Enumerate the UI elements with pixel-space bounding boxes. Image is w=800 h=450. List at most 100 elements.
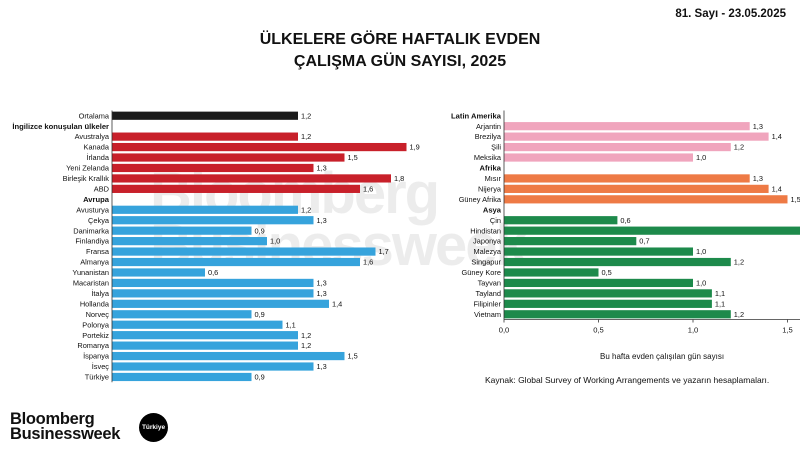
- data-label: 1,7: [379, 247, 389, 256]
- category-label: Singapur: [471, 258, 501, 267]
- bar: [112, 226, 252, 235]
- data-label: 1,0: [270, 237, 280, 246]
- bar: [112, 174, 391, 183]
- category-label: Güney Afrika: [459, 195, 502, 204]
- data-label: 1,6: [363, 184, 373, 193]
- x-axis-label: Bu hafta evden çalışılan gün sayısı: [600, 352, 725, 361]
- data-label: 1,3: [753, 122, 763, 131]
- data-label: 0,6: [620, 216, 630, 225]
- bar: [112, 111, 298, 120]
- category-label: Türkiye: [85, 373, 109, 382]
- bar: [112, 132, 298, 141]
- bar: [504, 122, 750, 131]
- bar: [504, 195, 788, 204]
- data-label: 1,8: [394, 174, 404, 183]
- category-label: Yunanistan: [72, 268, 109, 277]
- bar: [504, 237, 637, 246]
- group-header: İngilizce konuşulan ülkeler: [12, 122, 109, 131]
- x-tick-label: 1,5: [782, 326, 793, 335]
- source-note: Kaynak: Global Survey of Working Arrange…: [485, 375, 770, 385]
- category-label: Danimarka: [73, 226, 110, 235]
- data-label: 1,1: [715, 299, 725, 308]
- data-label: 1,5: [791, 195, 800, 204]
- data-label: 1,6: [363, 258, 373, 267]
- data-label: 1,3: [317, 279, 327, 288]
- bar: [112, 372, 252, 382]
- bar: [112, 299, 329, 308]
- category-label: Polonya: [82, 320, 110, 329]
- data-label: 1,2: [301, 331, 311, 340]
- data-label: 1,1: [286, 320, 296, 329]
- data-label: 1,2: [734, 310, 744, 319]
- bar: [112, 310, 252, 319]
- data-label: 1,4: [332, 299, 342, 308]
- logo-line2: Businessweek: [10, 425, 121, 443]
- bar: [112, 268, 205, 277]
- group-header: Avrupa: [83, 195, 110, 204]
- data-label: 0,5: [602, 268, 612, 277]
- bar: [504, 278, 693, 288]
- category-label: Macaristan: [73, 279, 109, 288]
- bar: [504, 310, 731, 319]
- category-label: Norveç: [86, 310, 110, 319]
- category-label: Portekiz: [82, 331, 109, 340]
- category-label: İrlanda: [86, 153, 109, 162]
- category-label: Meksika: [474, 153, 502, 162]
- data-label: 0,9: [255, 310, 265, 319]
- bar: [112, 341, 298, 350]
- category-label: Güney Kore: [462, 268, 501, 277]
- bar: [504, 257, 731, 267]
- data-label: 1,2: [301, 132, 311, 141]
- bar: [504, 268, 599, 277]
- data-label: 1,9: [410, 143, 420, 152]
- category-label: Yeni Zelanda: [66, 164, 110, 173]
- bar: [112, 216, 314, 225]
- x-tick-label: 0,0: [499, 326, 510, 335]
- category-label: Tayvan: [478, 279, 501, 288]
- category-label: Avusturya: [76, 205, 110, 214]
- region-badge: Türkiye: [139, 413, 168, 442]
- category-label: Vietnam: [474, 310, 501, 319]
- data-label: 1,5: [348, 352, 358, 361]
- category-label: Çin: [490, 216, 501, 225]
- data-label: 1,3: [317, 289, 327, 298]
- data-label: 1,3: [753, 174, 763, 183]
- group-header: Asya: [483, 205, 502, 214]
- category-label: İspanya: [83, 352, 110, 361]
- category-label: Arjantin: [476, 122, 501, 131]
- bar: [504, 216, 618, 225]
- data-label: 1,2: [301, 111, 311, 120]
- data-label: 1,2: [301, 341, 311, 350]
- bar: [504, 226, 800, 235]
- bar: [504, 142, 731, 152]
- bar: [504, 299, 712, 308]
- data-label: 0,9: [255, 226, 265, 235]
- category-label: Avustralya: [75, 132, 110, 141]
- data-label: 1,2: [734, 143, 744, 152]
- category-label: Tayland: [476, 289, 501, 298]
- category-label: Japonya: [473, 237, 502, 246]
- data-label: 1,0: [696, 279, 706, 288]
- bar: [112, 289, 314, 298]
- bar: [112, 257, 360, 267]
- category-label: Birleşik Krallık: [63, 174, 110, 183]
- category-label: Kanada: [84, 143, 110, 152]
- category-label: Nijerya: [478, 184, 502, 193]
- bar: [112, 237, 267, 246]
- bar: [112, 163, 314, 173]
- data-label: 0,7: [639, 237, 649, 246]
- logo-line1: Bloomberg: [10, 410, 95, 428]
- data-label: 1,3: [317, 216, 327, 225]
- data-label: 1,0: [696, 153, 706, 162]
- x-tick-label: 0,5: [593, 326, 604, 335]
- data-label: 1,3: [317, 164, 327, 173]
- category-label: Fransa: [86, 247, 110, 256]
- data-label: 1,2: [734, 258, 744, 267]
- bar: [112, 320, 283, 329]
- group-header: Afrika: [479, 164, 501, 173]
- bar: [504, 289, 712, 298]
- bar: [112, 331, 298, 340]
- chart-title-line2: ÇALIŞMA GÜN SAYISI, 2025: [293, 53, 507, 70]
- category-label: İsveç: [92, 362, 110, 371]
- x-tick-label: 1,0: [688, 326, 699, 335]
